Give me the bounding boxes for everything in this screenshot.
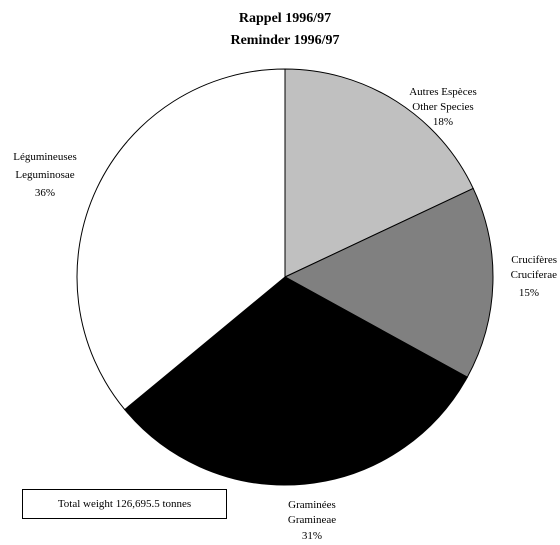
slice-label-en: Cruciferae — [511, 269, 558, 281]
pie-slice-leguminosae — [76, 68, 286, 411]
slice-label-cruciferae: Crucifères Cruciferae 15% — [511, 254, 558, 299]
slice-label-pct: 31% — [302, 530, 322, 542]
pie-slice-other-species — [284, 68, 474, 278]
slice-label-other-species: Autres Espèces Other Species 18% — [409, 86, 477, 128]
slice-label-en: Leguminosae — [15, 169, 74, 181]
chart-title-line-1: Rappel 1996/97 — [239, 11, 331, 26]
slice-label-leguminosae: Légumineuses Leguminosae 36% — [13, 151, 77, 199]
chart-title-line-2: Reminder 1996/97 — [230, 33, 339, 48]
total-weight-note: Total weight 126,695.5 tonnes — [22, 489, 227, 519]
slice-label-gramineae: Graminées Gramineae 31% — [288, 499, 336, 542]
slice-label-fr: Crucifères — [511, 254, 557, 266]
slice-label-pct: 36% — [35, 187, 55, 199]
pie-slices — [76, 68, 494, 486]
slice-label-fr: Graminées — [288, 499, 336, 511]
slice-label-en: Gramineae — [288, 514, 336, 526]
pie-slice-gramineae — [124, 276, 468, 486]
slice-label-fr: Légumineuses — [13, 151, 77, 163]
pie-slice-cruciferae — [283, 187, 494, 378]
slice-label-pct: 15% — [519, 287, 539, 299]
slice-label-fr: Autres Espèces — [409, 86, 477, 98]
slice-label-en: Other Species — [412, 101, 473, 113]
slice-label-pct: 18% — [433, 116, 453, 128]
